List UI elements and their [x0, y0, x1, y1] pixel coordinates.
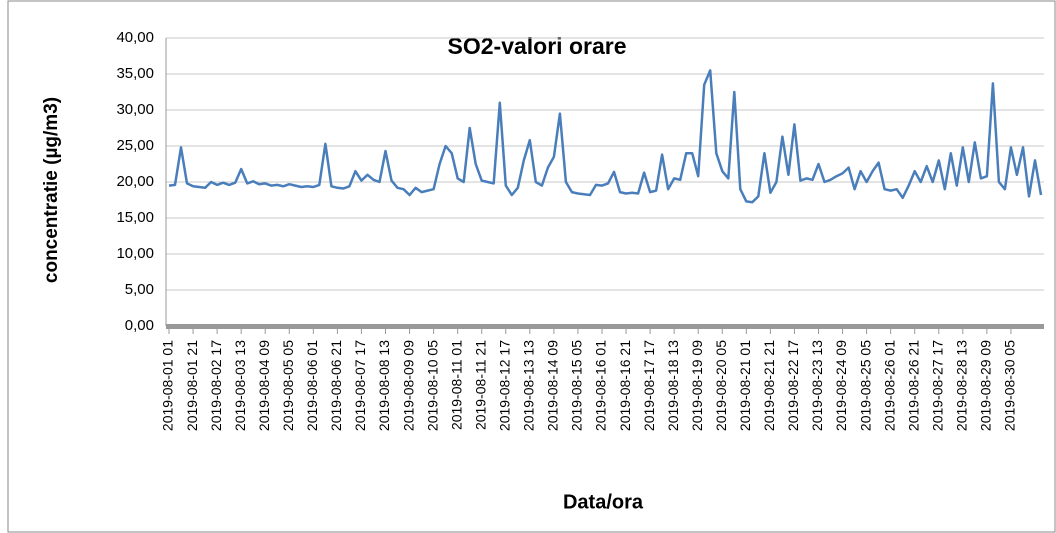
x-tick-label: 2019-08-06 01	[304, 340, 320, 431]
x-tick-label: 2019-08-12 17	[496, 340, 512, 431]
chart-frame	[7, 0, 1056, 533]
y-tick-label: 15,00	[116, 209, 154, 226]
x-tick-label: 2019-08-22 17	[785, 340, 801, 431]
x-tick-label: 2019-08-13 13	[521, 340, 537, 431]
y-tick-label: 5,00	[125, 281, 154, 298]
y-tick-label: 30,00	[116, 101, 154, 118]
x-tick-label: 2019-08-29 09	[978, 340, 994, 431]
x-tick-label: 2019-08-02 17	[208, 340, 224, 431]
x-tick-label: 2019-08-11 01	[448, 340, 464, 430]
x-tick-label: 2019-08-08 13	[376, 340, 392, 431]
x-tick-label: 2019-08-11 21	[472, 340, 488, 430]
x-tick-label: 2019-08-10 05	[424, 340, 440, 431]
x-tick-label: 2019-08-06 21	[328, 340, 344, 431]
x-tick-label: 2019-08-04 09	[256, 340, 272, 431]
x-tick-label: 2019-08-05 05	[280, 340, 296, 431]
x-tick-label: 2019-08-23 13	[809, 340, 825, 431]
x-tick-label: 2019-08-25 05	[857, 340, 873, 431]
y-tick-label: 25,00	[116, 137, 154, 154]
x-tick-label: 2019-08-14 09	[545, 340, 561, 431]
x-tick-label: 2019-08-21 21	[761, 340, 777, 431]
chart-title: SO2-valori orare	[448, 33, 627, 59]
x-tick-label: 2019-08-26 21	[905, 340, 921, 431]
x-tick-label: 2019-08-01 01	[160, 340, 176, 431]
data-line	[168, 69, 1043, 204]
y-tick-label: 10,00	[116, 245, 154, 262]
x-tick-label: 2019-08-09 09	[400, 340, 416, 431]
x-tick-label: 2019-08-16 21	[617, 340, 633, 431]
x-tick-label: 2019-08-24 09	[833, 340, 849, 431]
y-tick-label: 0,00	[125, 317, 154, 334]
y-tick-label: 35,00	[116, 65, 154, 82]
y-tick-label: 20,00	[116, 173, 154, 190]
y-tick-label: 40,00	[116, 29, 154, 46]
x-axis	[166, 324, 1044, 329]
x-tick-label: 2019-08-20 05	[713, 340, 729, 431]
x-tick-label: 2019-08-21 01	[737, 340, 753, 431]
x-tick-label: 2019-08-28 13	[954, 340, 970, 431]
x-tick-label: 2019-08-16 01	[593, 340, 609, 431]
x-tick-label: 2019-08-15 05	[569, 340, 585, 431]
x-tick-label: 2019-08-30 05	[1002, 340, 1018, 431]
x-tick-label: 2019-08-01 21	[184, 340, 200, 431]
x-tick-label: 2019-08-07 17	[352, 340, 368, 431]
y-axis-label: concentratie (µg/m3)	[41, 97, 62, 283]
x-axis-label: Data/ora	[563, 491, 644, 513]
x-tick-label: 2019-08-03 13	[232, 340, 248, 431]
x-tick-label: 2019-08-26 01	[881, 340, 897, 431]
x-tick-label: 2019-08-27 17	[929, 340, 945, 431]
x-tick-label: 2019-08-18 13	[665, 340, 681, 431]
x-tick-label: 2019-08-17 17	[641, 340, 657, 431]
x-tick-label: 2019-08-19 09	[689, 340, 705, 431]
